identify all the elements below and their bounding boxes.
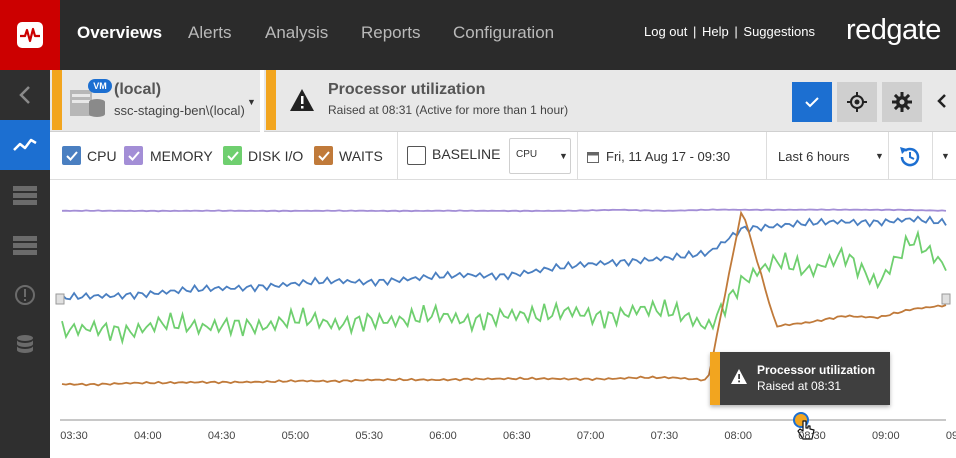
server-db-icon [70,82,110,123]
tooltip-subtitle: Raised at 08:31 [757,379,842,393]
disk-io-label[interactable]: DISK I/O [248,148,304,164]
top-links: Log out | Help | Suggestions [644,24,815,39]
nav-configuration[interactable]: Configuration [453,23,555,42]
redgate-logo-icon[interactable] [0,0,60,70]
server-dropdown-icon[interactable]: ▼ [247,97,256,107]
alert-status-bar [266,70,276,130]
tooltip-warning-icon [730,368,748,390]
sidebar-item-instances[interactable] [0,220,50,270]
refresh-dropdown-icon[interactable]: ▼ [941,151,950,161]
sidebar-item-databases[interactable] [0,320,50,370]
logout-link[interactable]: Log out [644,24,688,39]
alert-title: Processor utilization [328,81,486,98]
database-icon [17,335,33,353]
memory-checkbox[interactable] [124,146,143,165]
memory-label[interactable]: MEMORY [150,148,213,164]
series-line-memory [61,208,947,213]
range-dropdown-icon[interactable]: ▼ [875,151,884,161]
x-tick-label: 04:00 [134,430,162,442]
x-tick-label: 04:30 [208,430,236,442]
filter-divider [766,132,767,180]
left-sidebar [0,70,50,458]
alert-tooltip: Processor utilization Raised at 08:31 [710,352,890,405]
nav-analysis[interactable]: Analysis [265,23,329,42]
filter-divider [888,132,889,180]
link-separator: | [734,24,738,39]
metrics-chart-svg: 03:30 04:00 04:30 05:00 05:30 06:00 06:30 07:00… [55,208,956,442]
suggestions-link[interactable]: Suggestions [743,24,815,39]
server-list-icon [13,236,37,255]
series-line-cpu [61,215,947,301]
server-rack-icon [13,186,37,205]
acknowledge-button[interactable] [792,82,832,122]
baseline-checkbox[interactable] [407,146,426,165]
server-name[interactable]: (local) [114,81,162,98]
back-chevron-icon[interactable] [0,70,50,120]
gear-icon [892,92,912,112]
x-tick-label: 09:00 [872,430,900,442]
warning-icon [289,88,315,117]
filter-divider [397,132,398,180]
filter-divider [577,132,578,180]
context-header: VM (local) ssc-staging-ben\(local) ▼ Pro… [50,70,956,132]
series-line-waits [61,210,947,387]
cpu-checkbox[interactable] [62,146,81,165]
tooltip-status-bar [710,352,720,405]
x-tick-label: 05:00 [282,430,310,442]
crosshair-icon [847,92,867,112]
x-tick-label: 07:30 [651,430,679,442]
cpu-label[interactable]: CPU [87,148,117,164]
hand-cursor-icon [797,420,815,440]
help-link[interactable]: Help [702,24,729,39]
disk-io-checkbox[interactable] [223,146,242,165]
baseline-label[interactable]: BASELINE [432,146,501,162]
calendar-icon[interactable] [587,150,599,168]
tooltip-title: Processor utilization [757,363,876,377]
baseline-metric-value: CPU [516,149,538,160]
metrics-chart[interactable]: 03:30 04:00 04:30 05:00 05:30 06:00 06:30 07:00… [50,180,956,458]
collapse-panel-icon[interactable] [937,94,947,113]
refresh-history-icon[interactable] [898,145,922,174]
metric-filter-bar: CPU MEMORY DISK I/O WAITS BASELINE CPU ▼… [50,132,956,180]
top-nav-bar: Overviews Alerts Analysis Reports Config… [0,0,956,70]
x-tick-label: 07:00 [577,430,605,442]
settings-button[interactable] [882,82,922,122]
sidebar-item-alerts[interactable] [0,270,50,320]
x-tick-label: 06:30 [503,430,531,442]
server-status-bar [52,70,62,130]
waits-checkbox[interactable] [314,146,333,165]
nav-reports[interactable]: Reports [361,23,421,42]
brand-logo: redgate [846,14,941,46]
sidebar-item-servers[interactable] [0,170,50,220]
x-tick-label: 08:30 [798,430,826,442]
series-line-disk-i-o [61,229,947,346]
header-divider [260,70,264,132]
x-tick-label: 09:30 [946,430,956,442]
link-separator: | [693,24,697,39]
x-tick-label: 06:00 [429,430,457,442]
nav-overviews[interactable]: Overviews [77,23,163,42]
left-range-handle[interactable] [55,293,65,305]
right-range-handle[interactable] [941,293,951,305]
filter-divider [932,132,933,180]
waits-label[interactable]: WAITS [339,148,383,164]
baseline-metric-select[interactable]: CPU ▼ [509,138,571,174]
sidebar-item-overview[interactable] [0,120,50,170]
server-instance: ssc-staging-ben\(local) [114,103,245,118]
checkmark-icon [805,97,819,108]
line-chart-icon [13,138,37,151]
x-tick-label: 05:30 [355,430,383,442]
date-picker-value[interactable]: Fri, 11 Aug 17 - 09:30 [606,149,731,164]
x-tick-label: 08:00 [724,430,752,442]
alert-circle-icon [15,285,35,305]
chevron-down-icon: ▼ [559,151,568,161]
locate-button[interactable] [837,82,877,122]
x-tick-label: 03:30 [60,430,88,442]
time-range-select[interactable]: Last 6 hours [778,149,850,164]
alert-subtitle: Raised at 08:31 (Active for more than 1 … [328,103,569,117]
nav-alerts[interactable]: Alerts [188,23,232,42]
vm-badge: VM [88,79,112,93]
